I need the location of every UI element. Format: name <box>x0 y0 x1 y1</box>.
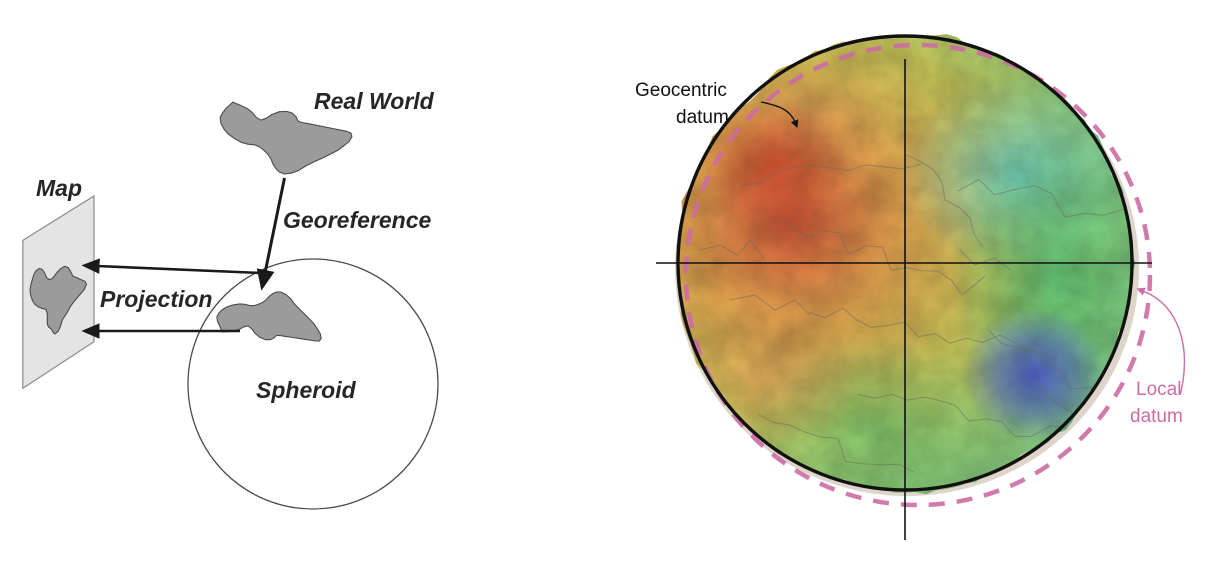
svg-text:datum: datum <box>1130 406 1183 427</box>
svg-text:Spheroid: Spheroid <box>256 377 357 403</box>
svg-text:Geocentric: Geocentric <box>635 80 727 101</box>
svg-text:Projection: Projection <box>100 286 212 312</box>
svg-text:Map: Map <box>36 175 82 201</box>
svg-text:Real World: Real World <box>314 88 435 114</box>
svg-text:datum: datum <box>676 107 729 128</box>
svg-text:Georeference: Georeference <box>283 207 432 233</box>
svg-text:Local: Local <box>1136 379 1181 400</box>
